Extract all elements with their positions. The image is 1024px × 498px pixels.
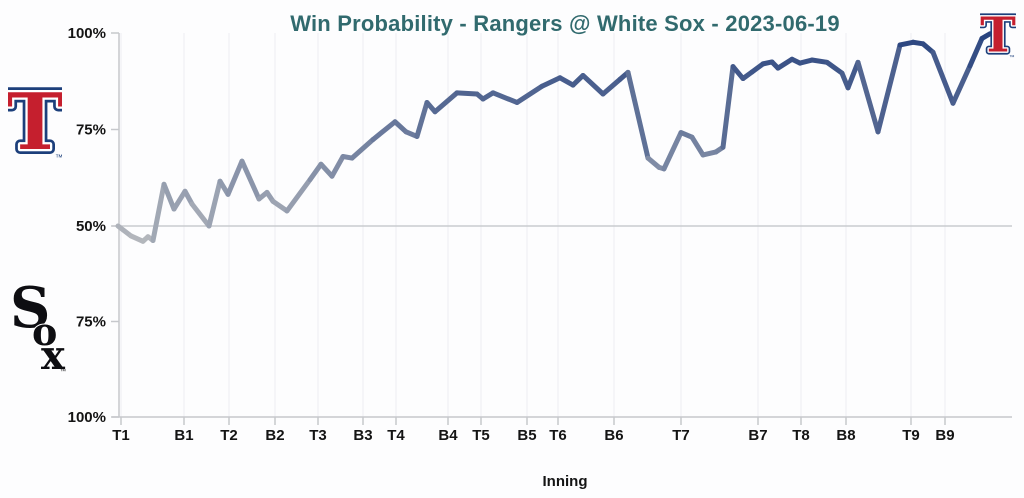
win-probability-line-segment — [580, 72, 606, 97]
win-probability-line-segment — [171, 188, 188, 212]
win-probability-line-segment — [370, 119, 398, 143]
y-tick-label: 100% — [68, 409, 106, 426]
win-probability-line-segment — [115, 223, 134, 239]
win-probability-line-segment — [161, 181, 177, 212]
win-probability-line-segment — [284, 177, 313, 214]
win-probability-line-segment — [809, 57, 830, 65]
x-tick-label: B9 — [935, 427, 954, 444]
win-probability-line-segment — [875, 42, 903, 135]
x-tick-label: T5 — [472, 427, 490, 444]
win-probability-line-segment — [625, 69, 651, 161]
x-axis-label: Inning — [542, 473, 588, 490]
x-tick-label: B1 — [174, 427, 193, 444]
win-probability-line-segment — [414, 99, 430, 139]
x-tick-label: T3 — [309, 427, 327, 444]
x-tick-label: B3 — [353, 427, 372, 444]
win-probability-line-segment — [239, 158, 262, 202]
win-probability-line-segment — [979, 31, 993, 41]
x-tick-label: B2 — [265, 427, 284, 444]
win-probability-line-segment — [824, 59, 845, 76]
x-tick-label: B8 — [836, 427, 855, 444]
rangers-letter: T — [8, 85, 62, 163]
x-tick-label: B6 — [604, 427, 623, 444]
win-probability-line-segment — [150, 181, 167, 244]
win-probability-line-segment — [730, 64, 746, 82]
rangers-letter-outline: T — [8, 85, 62, 163]
x-tick-label: T1 — [112, 427, 130, 444]
x-tick-label: T4 — [387, 427, 405, 444]
sox-letter-o: o — [32, 309, 57, 354]
win-probability-line-segment — [967, 35, 985, 69]
rangers-small-letter-inner-outline: T — [980, 12, 1016, 60]
whitesox-logo: S o x ™ — [9, 283, 66, 375]
win-probability-line-segment — [318, 161, 335, 179]
x-tick-label: B4 — [438, 427, 458, 444]
win-probability-line-segment — [225, 158, 245, 197]
y-tick-label: 75% — [76, 122, 106, 139]
win-probability-line-segment — [845, 59, 861, 91]
sox-letter-s: S — [10, 283, 50, 341]
page-title: Win Probability - Rangers @ White Sox - … — [290, 11, 840, 36]
win-probability-line-segment — [432, 90, 460, 115]
win-probability-line-segment — [930, 49, 956, 106]
rangers-small-trademark: ™ — [1009, 55, 1015, 60]
win-probability-line-segment — [720, 64, 736, 150]
x-tick-label: T8 — [792, 427, 810, 444]
win-probability-line-segment — [270, 198, 290, 214]
y-tick-label: 100% — [68, 25, 106, 42]
win-probability-line-segment — [539, 75, 563, 89]
win-probability-line-segment — [950, 63, 973, 106]
win-probability-line-segment — [206, 178, 223, 229]
win-probability-line-segment — [307, 161, 324, 183]
win-probability-line-segment — [189, 201, 212, 229]
rangers-logo-endpoint: T T T ™ — [980, 12, 1016, 60]
rangers-small-letter-outline: T — [980, 12, 1016, 60]
win-probability-line-segment — [514, 83, 545, 105]
win-probability-line-segment — [775, 56, 795, 71]
rangers-trademark: ™ — [55, 153, 62, 162]
x-tick-label: T6 — [549, 427, 567, 444]
win-probability-line-segment — [490, 90, 520, 105]
win-probability-line-segment — [329, 154, 346, 179]
win-probability-line-segment — [600, 76, 623, 97]
win-probability-line-segment — [349, 137, 376, 161]
rangers-small-letter: T — [980, 12, 1016, 60]
win-probability-line-segment — [855, 59, 881, 135]
win-probability-line-segment — [454, 90, 480, 97]
win-probability-line-segment — [661, 130, 684, 172]
sox-letter-x: x — [41, 332, 66, 375]
rangers-letter-inner-outline: T — [8, 85, 62, 163]
sox-trademark: ™ — [60, 368, 66, 375]
y-tick-label: 75% — [76, 314, 106, 331]
x-tick-label: T9 — [902, 427, 920, 444]
x-tick-label: B5 — [517, 427, 536, 444]
y-tick-label: 50% — [76, 218, 106, 235]
rangers-logo: T T T ™ — [8, 85, 62, 163]
x-tick-label: B7 — [748, 427, 767, 444]
x-tick-label: T7 — [672, 427, 690, 444]
win-probability-line-segment — [689, 134, 706, 158]
x-tick-label: T2 — [220, 427, 238, 444]
